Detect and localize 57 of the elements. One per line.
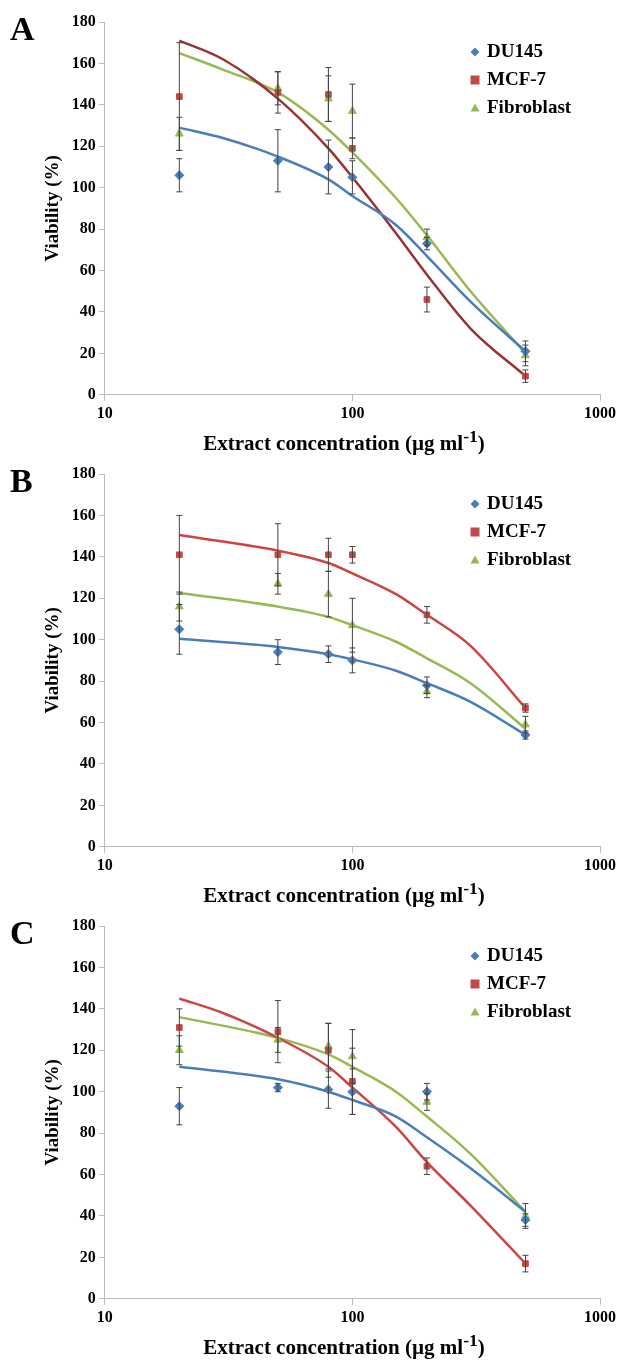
y-axis-title: Viability (%) — [41, 607, 64, 714]
legend-label: Fibroblast — [487, 999, 572, 1021]
y-tick-label: 100 — [71, 629, 96, 647]
legend-label: DU145 — [487, 943, 543, 965]
y-tick-label: 180 — [71, 12, 96, 30]
legend-label: DU145 — [487, 39, 543, 61]
legend-label: MCF-7 — [487, 67, 547, 89]
y-tick-label: 180 — [71, 464, 96, 482]
y-tick-label: 140 — [71, 546, 96, 564]
x-axis-title: Extract concentration (µg ml$^{-1}$) — [202, 878, 486, 909]
y-tick-label: 40 — [79, 302, 96, 320]
x-axis-title: Extract concentration (µg ml$^{-1}$) — [202, 1330, 486, 1361]
x-tick-label: 1000 — [584, 403, 616, 421]
x-tick-label: 10 — [96, 1307, 113, 1325]
x-tick-label: 1000 — [584, 1307, 616, 1325]
y-tick-label: 80 — [79, 1123, 96, 1141]
y-tick-label: 20 — [79, 795, 96, 813]
x-tick-label: 100 — [340, 855, 365, 873]
y-tick-label: 0 — [87, 384, 96, 402]
y-tick-label: 80 — [79, 671, 96, 689]
legend-label: Fibroblast — [487, 547, 572, 569]
y-tick-label: 20 — [79, 343, 96, 361]
y-tick-label: 120 — [71, 588, 96, 606]
legend-label: Fibroblast — [487, 95, 572, 117]
y-tick-label: 140 — [71, 998, 96, 1016]
y-tick-label: 100 — [71, 1081, 96, 1099]
y-tick-label: 120 — [71, 136, 96, 154]
legend-label: MCF-7 — [487, 519, 547, 541]
x-axis-title: Extract concentration (µg ml$^{-1}$) — [202, 426, 486, 457]
y-axis-title: Viability (%) — [41, 155, 64, 262]
y-tick-label: 180 — [71, 916, 96, 934]
chart-title: A — [10, 10, 35, 48]
chart-title: C — [10, 914, 35, 952]
x-tick-label: 10 — [96, 403, 113, 421]
y-tick-label: 0 — [87, 1288, 96, 1306]
y-axis-title: Viability (%) — [41, 1059, 64, 1166]
legend-label: MCF-7 — [487, 971, 547, 993]
y-tick-label: 80 — [79, 219, 96, 237]
y-tick-label: 60 — [79, 712, 96, 730]
y-tick-label: 100 — [71, 177, 96, 195]
y-tick-label: 20 — [79, 1247, 96, 1265]
x-tick-label: 10 — [96, 855, 113, 873]
x-tick-label: 100 — [340, 1307, 365, 1325]
y-tick-label: 160 — [71, 53, 96, 71]
y-tick-label: 160 — [71, 505, 96, 523]
x-tick-label: 100 — [340, 403, 365, 421]
legend-label: DU145 — [487, 491, 543, 513]
y-tick-label: 160 — [71, 957, 96, 975]
y-tick-label: 40 — [79, 1206, 96, 1224]
y-tick-label: 120 — [71, 1040, 96, 1058]
chart-title: B — [10, 462, 33, 500]
y-tick-label: 0 — [87, 836, 96, 854]
y-tick-label: 140 — [71, 94, 96, 112]
x-tick-label: 1000 — [584, 855, 616, 873]
y-tick-label: 40 — [79, 754, 96, 772]
y-tick-label: 60 — [79, 1164, 96, 1182]
y-tick-label: 60 — [79, 260, 96, 278]
